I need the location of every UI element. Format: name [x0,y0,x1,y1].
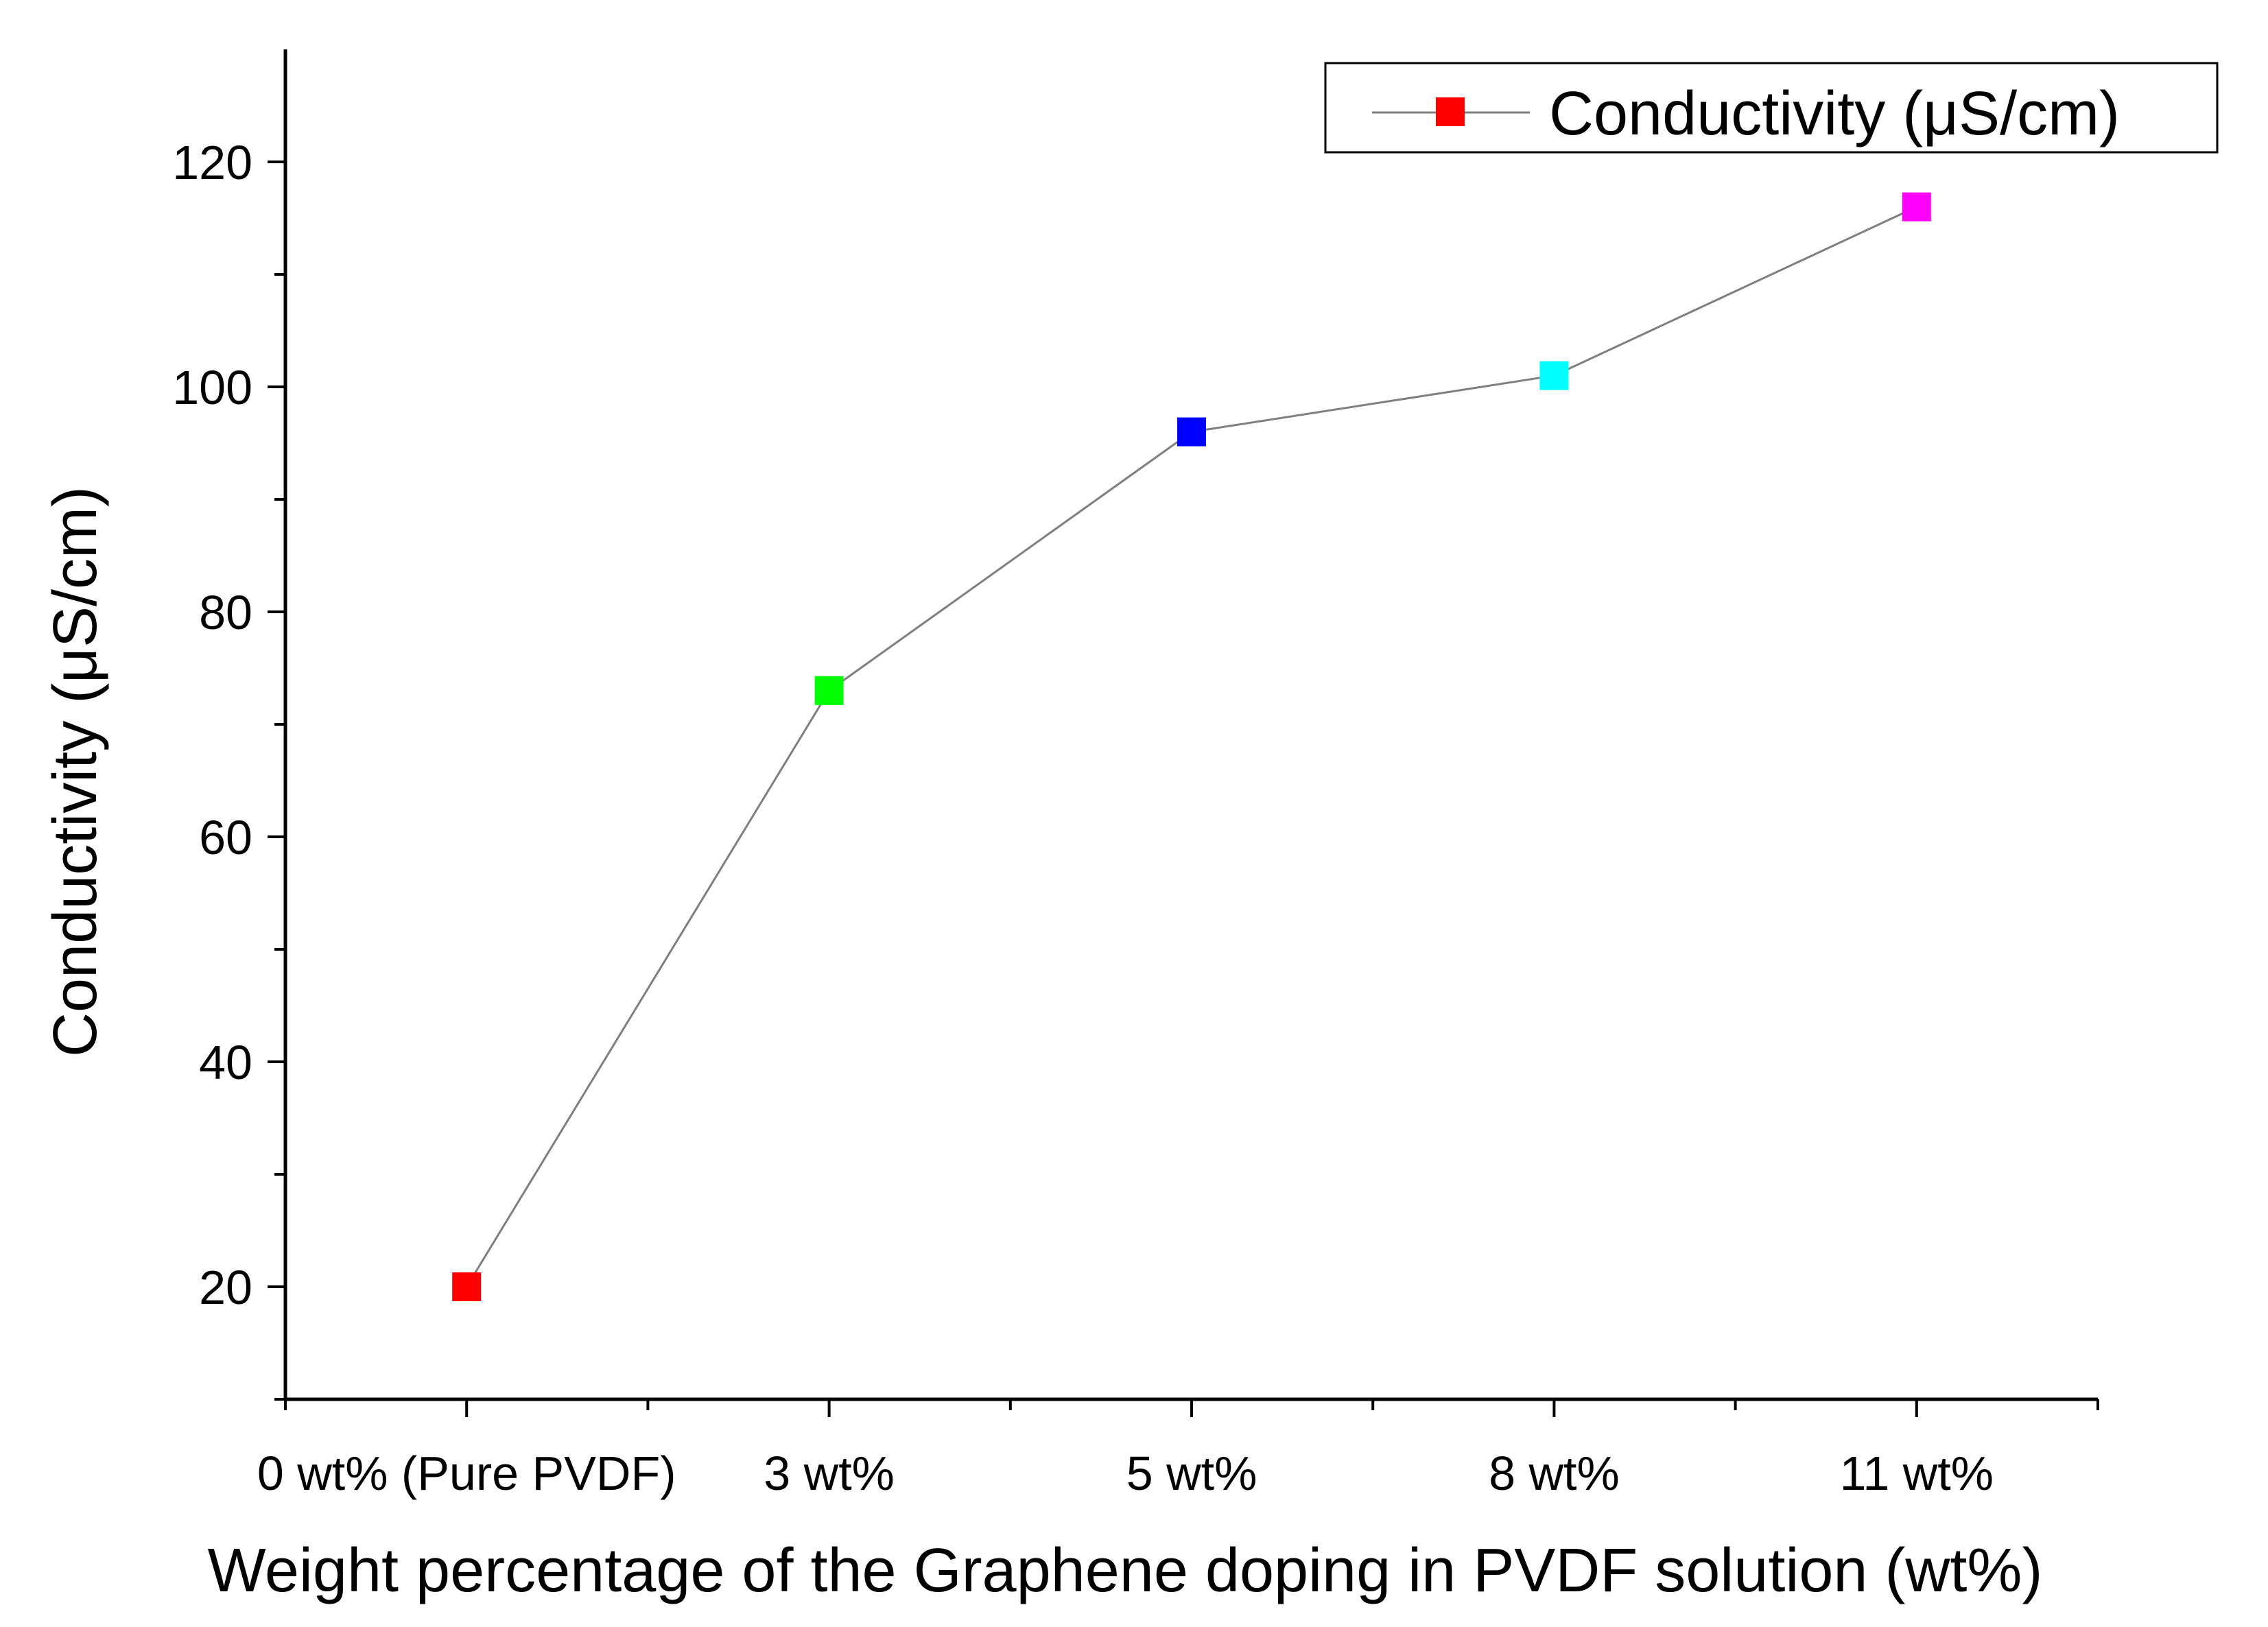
y-tick-label: 40 [199,1036,252,1089]
y-ticks: 20 40 60 80 100 120 [172,136,285,1401]
x-ticks: 0 wt% (Pure PVDF) 3 wt% 5 wt% 8 wt% 11 wt% [257,1399,2099,1500]
x-tick-label: 11 wt% [1840,1447,1994,1500]
y-tick-label: 80 [199,586,252,639]
legend-label: Conductivity (μS/cm) [1549,80,2120,148]
axes [283,49,2098,1401]
y-tick-label: 60 [199,811,252,864]
x-tick-label: 3 wt% [764,1447,895,1500]
data-point-marker [452,1272,482,1301]
y-tick-label: 120 [172,136,252,189]
y-tick-label: 20 [199,1261,252,1314]
legend-box [1324,62,2219,154]
series-points-group [452,192,1931,1301]
data-point-marker [1177,417,1206,447]
series-line-group [465,206,1917,1287]
y-axis-title: Conductivity (μS/cm) [41,486,110,1057]
legend: Conductivity (μS/cm) [1324,62,2219,154]
legend-marker [1436,97,1465,126]
y-tick-label: 100 [172,361,252,414]
data-point-marker [1539,361,1569,390]
x-tick-label: 8 wt% [1489,1447,1620,1500]
x-tick-label: 0 wt% (Pure PVDF) [257,1447,676,1500]
data-point-marker [1902,192,1931,222]
x-axis-title: Weight percentage of the Graphene doping… [208,1536,2043,1605]
series-line [465,206,1917,1287]
x-tick-label: 5 wt% [1126,1447,1257,1500]
data-point-marker [814,676,844,705]
